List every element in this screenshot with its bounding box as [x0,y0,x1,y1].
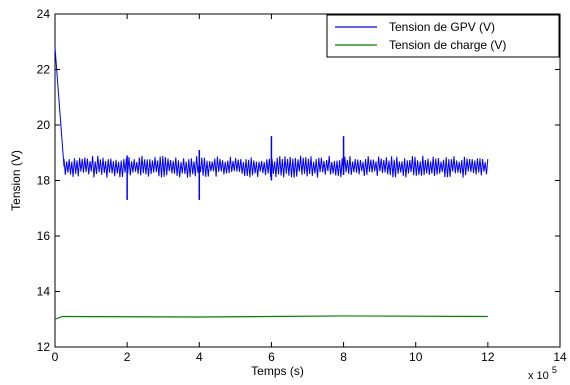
y-tick-label: 16 [37,229,51,243]
x-tick-label: 8 [340,350,347,364]
y-tick-label: 24 [37,7,51,21]
x-tick-label: 0 [52,350,59,364]
x-multiplier-base: x 10 [528,370,549,382]
x-tick-label: 4 [196,350,203,364]
y-tick-label: 14 [37,285,51,299]
x-tick-label: 2 [124,350,131,364]
y-axis-label: Tension (V) [9,150,23,211]
series-charge-line [54,315,488,320]
legend-box [326,14,560,58]
x-tick-label: 10 [409,350,423,364]
x-tick-label: 12 [481,350,495,364]
x-multiplier-label: x 10 5 [528,365,557,382]
x-tick-label: 14 [553,350,567,364]
x-tick-label: 6 [268,350,275,364]
series-layer [54,47,489,320]
plot-area [54,13,561,348]
y-tick-label: 12 [37,340,51,354]
x-axis-label: Temps (s) [251,364,304,378]
x-multiplier-exponent: 5 [552,365,557,375]
legend-label-gpv: Tension de GPV (V) [389,20,495,34]
y-tick-label: 18 [37,174,51,188]
legend: Tension de GPV (V) Tension de charge (V) [326,14,560,58]
series-gpv-line [54,47,489,178]
legend-label-charge: Tension de charge (V) [389,38,506,52]
y-tick-label: 20 [37,118,51,132]
y-tick-label: 22 [37,63,51,77]
